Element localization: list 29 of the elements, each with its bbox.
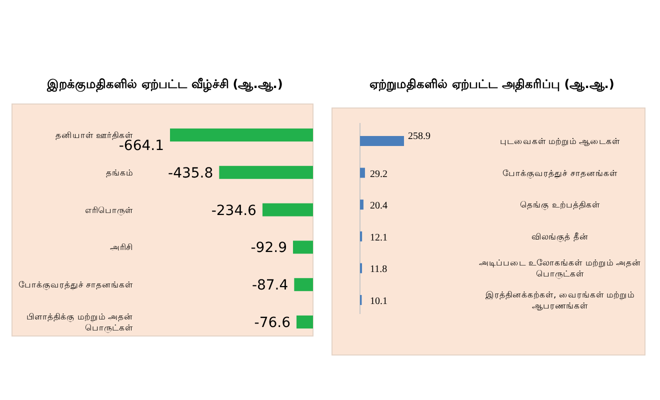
bar xyxy=(360,200,364,210)
data-label: 258.9 xyxy=(408,131,430,142)
y-tick-label: புடவைகள் மற்றும் ஆடைகள் xyxy=(500,137,622,147)
y-tick-label: விலங்குத் தீன் xyxy=(532,232,588,244)
data-label: -435.8 xyxy=(168,165,214,182)
y-tick-label: தங்கம் xyxy=(106,168,133,178)
y-tick-label: பிளாத்திக்கு மற்றும் அதன் பொருட்கள் xyxy=(26,312,134,334)
bar xyxy=(360,168,365,178)
data-label: -92.9 xyxy=(250,240,287,256)
data-label: -76.6 xyxy=(254,315,291,331)
data-label: 20.4 xyxy=(370,200,388,212)
y-tick-label: போக்குவரத்துச் சாதனங்கள் xyxy=(18,280,134,292)
data-label: 10.1 xyxy=(370,296,388,307)
text: ஏற்றுமதிகளில் ஏற்பட்ட அதிகரிப்பு (ஆ.ஆ.) xyxy=(370,77,614,92)
y-tick-label: எரிபொருள் xyxy=(85,206,134,216)
data-label: -87.4 xyxy=(252,278,288,294)
y-tick-label: தெங்கு உற்பத்திகள் xyxy=(520,200,601,212)
data-label: 12.1 xyxy=(370,232,388,244)
y-tick-label: போக்குவரத்துச் சாதனங்கள் xyxy=(502,168,618,180)
data-label: -234.6 xyxy=(211,202,257,219)
y-tick-label: தனியாள் ஊர்திகள் xyxy=(55,131,134,141)
data-label: 29.2 xyxy=(370,168,388,180)
bar xyxy=(360,136,404,146)
data-label: 11.8 xyxy=(370,264,388,276)
y-tick-label: அரிசி xyxy=(110,243,133,254)
chart-title: இறக்குமதிகளில் ஏற்பட்ட வீழ்ச்சி (ஆ.ஆ.) xyxy=(46,77,283,92)
y-tick-label: அடிப்படை உலோகங்கள் மற்றும் அதன் பொருட்கள் xyxy=(478,258,642,280)
data-label: -664.1 xyxy=(118,138,164,154)
y-tick-label: இரத்தினக்கற்கள், வைரங்கள் மற்றும் ஆபரணங்கள் xyxy=(485,290,635,312)
